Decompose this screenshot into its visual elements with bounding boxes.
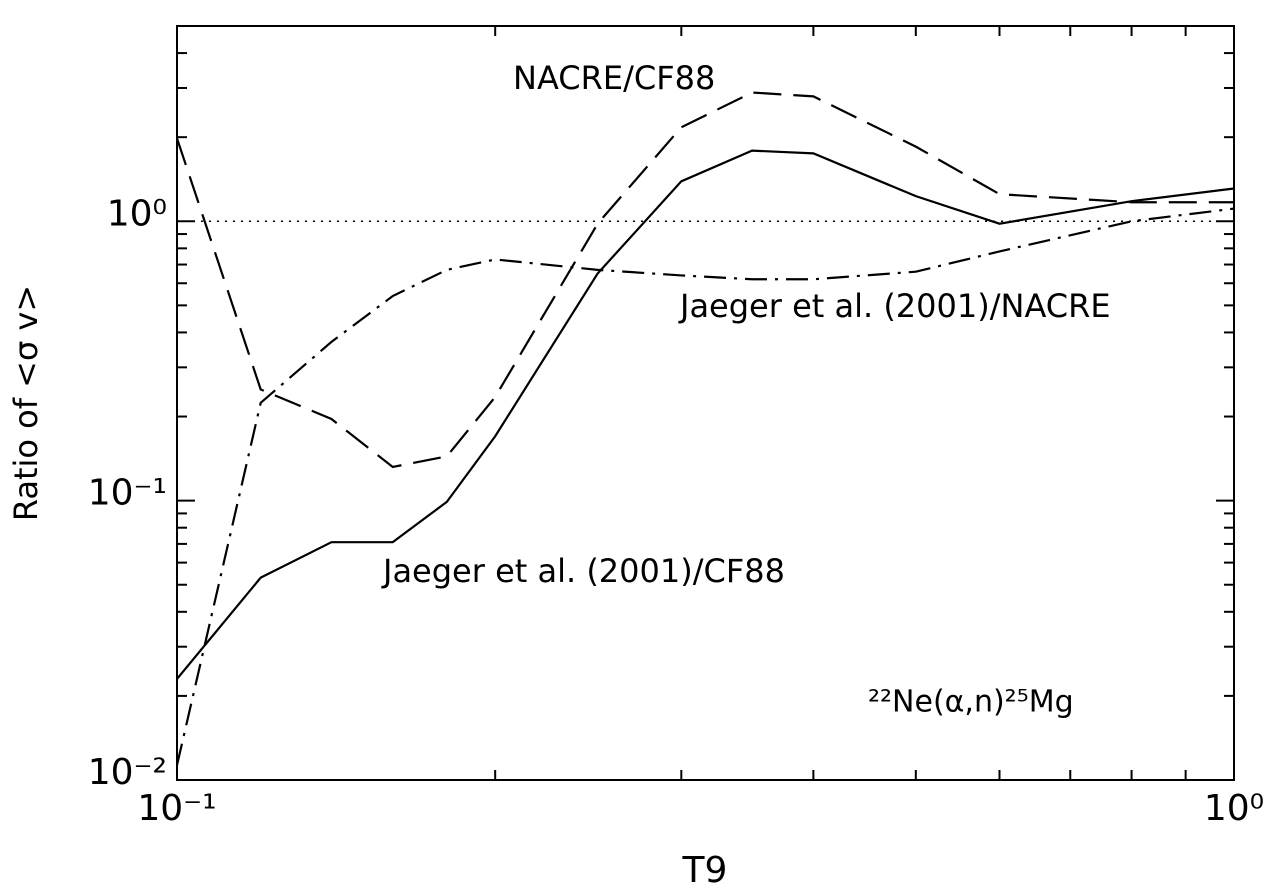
series-label: Jaeger et al. (2001)/CF88 (381, 552, 785, 590)
series-line (175, 91, 1234, 469)
y-tick-label: 10⁰ (107, 193, 167, 234)
y-tick-label: 10⁻¹ (88, 473, 167, 514)
y-tick-label: 10⁻² (88, 752, 167, 793)
y-axis-label: Ratio of <σ v> (7, 285, 45, 521)
x-tick-label: 10⁻¹ (137, 788, 216, 829)
series-label: Jaeger et al. (2001)/NACRE (678, 287, 1111, 325)
series-line (176, 149, 1235, 680)
x-axis-label: T9 (682, 850, 728, 891)
plot-frame (176, 25, 1235, 781)
series-line (175, 207, 1235, 766)
x-tick-label: 10⁰ (1204, 788, 1264, 829)
series-label: NACRE/CF88 (513, 59, 715, 97)
annotation: ²²Ne(α,n)²⁵Mg (868, 685, 1074, 720)
